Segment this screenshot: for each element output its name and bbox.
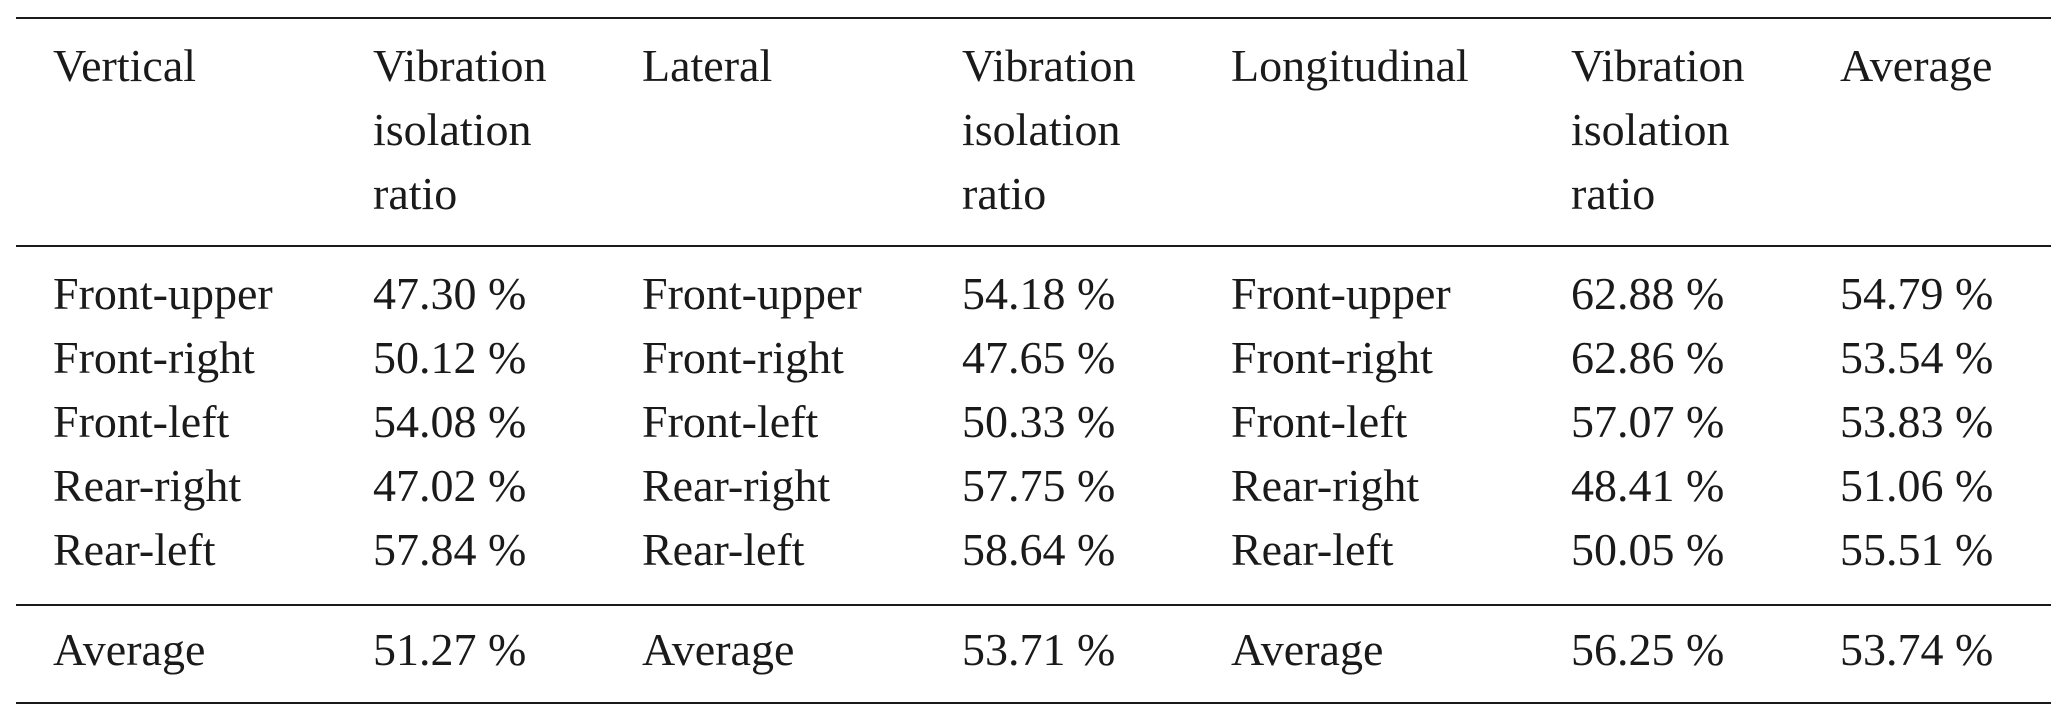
table-cell: 57.84 % — [373, 524, 527, 575]
header-cell: Vertical — [53, 40, 197, 91]
table-cell: 62.86 % — [1571, 332, 1725, 383]
footer-rule — [16, 604, 2051, 606]
table-cell: 47.02 % — [373, 460, 527, 511]
table-cell: 51.06 % — [1840, 460, 1994, 511]
table-cell: Front-right — [1231, 332, 1433, 383]
table-cell: 57.75 % — [962, 460, 1116, 511]
header-cell: Longitudinal — [1231, 40, 1469, 91]
table-cell: Front-upper — [642, 268, 862, 319]
footer-cell: Average — [1231, 624, 1384, 675]
footer-cell: 53.71 % — [962, 624, 1116, 675]
table-cell: 55.51 % — [1840, 524, 1994, 575]
footer-cell: 53.74 % — [1840, 624, 1994, 675]
table-cell: 54.79 % — [1840, 268, 1994, 319]
table-cell: 50.12 % — [373, 332, 527, 383]
header-cell: Vibration isolation ratio — [962, 40, 1136, 219]
header-cell: Vibration isolation ratio — [373, 40, 547, 219]
footer-cell: Average — [53, 624, 206, 675]
header-rule — [16, 245, 2051, 247]
header-cell: Lateral — [642, 40, 773, 91]
footer-cell: 56.25 % — [1571, 624, 1725, 675]
footer-cell: 51.27 % — [373, 624, 527, 675]
table-cell: 54.08 % — [373, 396, 527, 447]
table-cell: Rear-right — [1231, 460, 1420, 511]
table-cell: Front-right — [642, 332, 844, 383]
table-cell: Rear-right — [642, 460, 831, 511]
table-cell: 58.64 % — [962, 524, 1116, 575]
table-cell: Front-upper — [53, 268, 273, 319]
table-cell: Front-upper — [1231, 268, 1451, 319]
table-cell: 62.88 % — [1571, 268, 1725, 319]
table-cell: Rear-right — [53, 460, 242, 511]
table-cell: 53.54 % — [1840, 332, 1994, 383]
table-cell: 50.33 % — [962, 396, 1116, 447]
table-cell: 47.30 % — [373, 268, 527, 319]
footer-cell: Average — [642, 624, 795, 675]
table-cell: 48.41 % — [1571, 460, 1725, 511]
bottom-rule — [16, 702, 2051, 704]
table-cell: Front-left — [642, 396, 819, 447]
table-cell: 54.18 % — [962, 268, 1116, 319]
table-cell: Front-left — [1231, 396, 1408, 447]
table-cell: Front-left — [53, 396, 230, 447]
header-cell: Average — [1840, 40, 1993, 91]
table-cell: 53.83 % — [1840, 396, 1994, 447]
header-cell: Vibration isolation ratio — [1571, 40, 1745, 219]
table-cell: Rear-left — [53, 524, 216, 575]
table-cell: Rear-left — [1231, 524, 1394, 575]
table-cell: 57.07 % — [1571, 396, 1725, 447]
table-cell: 47.65 % — [962, 332, 1116, 383]
top-rule — [16, 17, 2051, 19]
table-cell: Front-right — [53, 332, 255, 383]
table-cell: Rear-left — [642, 524, 805, 575]
table-cell: 50.05 % — [1571, 524, 1725, 575]
